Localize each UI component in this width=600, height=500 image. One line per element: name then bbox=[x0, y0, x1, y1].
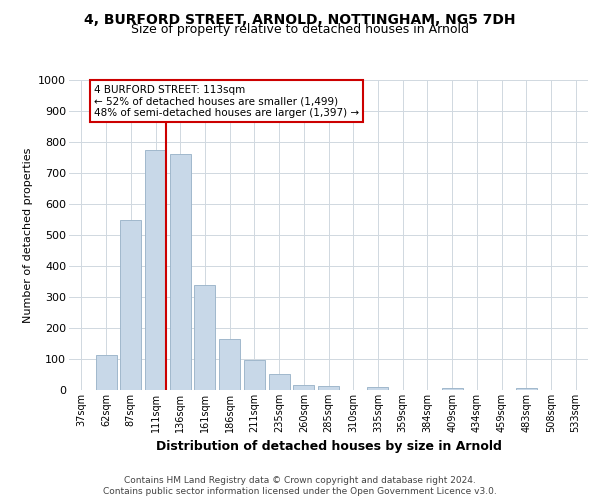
Text: Contains public sector information licensed under the Open Government Licence v3: Contains public sector information licen… bbox=[103, 488, 497, 496]
Bar bbox=[219, 339, 240, 390]
Bar bbox=[442, 388, 463, 390]
Bar bbox=[293, 386, 314, 390]
X-axis label: Distribution of detached houses by size in Arnold: Distribution of detached houses by size … bbox=[155, 440, 502, 454]
Bar bbox=[145, 150, 166, 390]
Bar bbox=[120, 220, 141, 390]
Bar bbox=[318, 386, 339, 390]
Bar bbox=[516, 388, 537, 390]
Bar bbox=[170, 154, 191, 390]
Bar bbox=[244, 360, 265, 390]
Bar bbox=[95, 355, 116, 390]
Bar bbox=[269, 374, 290, 390]
Y-axis label: Number of detached properties: Number of detached properties bbox=[23, 148, 32, 322]
Text: Contains HM Land Registry data © Crown copyright and database right 2024.: Contains HM Land Registry data © Crown c… bbox=[124, 476, 476, 485]
Text: Size of property relative to detached houses in Arnold: Size of property relative to detached ho… bbox=[131, 22, 469, 36]
Text: 4, BURFORD STREET, ARNOLD, NOTTINGHAM, NG5 7DH: 4, BURFORD STREET, ARNOLD, NOTTINGHAM, N… bbox=[84, 12, 516, 26]
Bar bbox=[367, 387, 388, 390]
Text: 4 BURFORD STREET: 113sqm
← 52% of detached houses are smaller (1,499)
48% of sem: 4 BURFORD STREET: 113sqm ← 52% of detach… bbox=[94, 84, 359, 118]
Bar bbox=[194, 284, 215, 390]
